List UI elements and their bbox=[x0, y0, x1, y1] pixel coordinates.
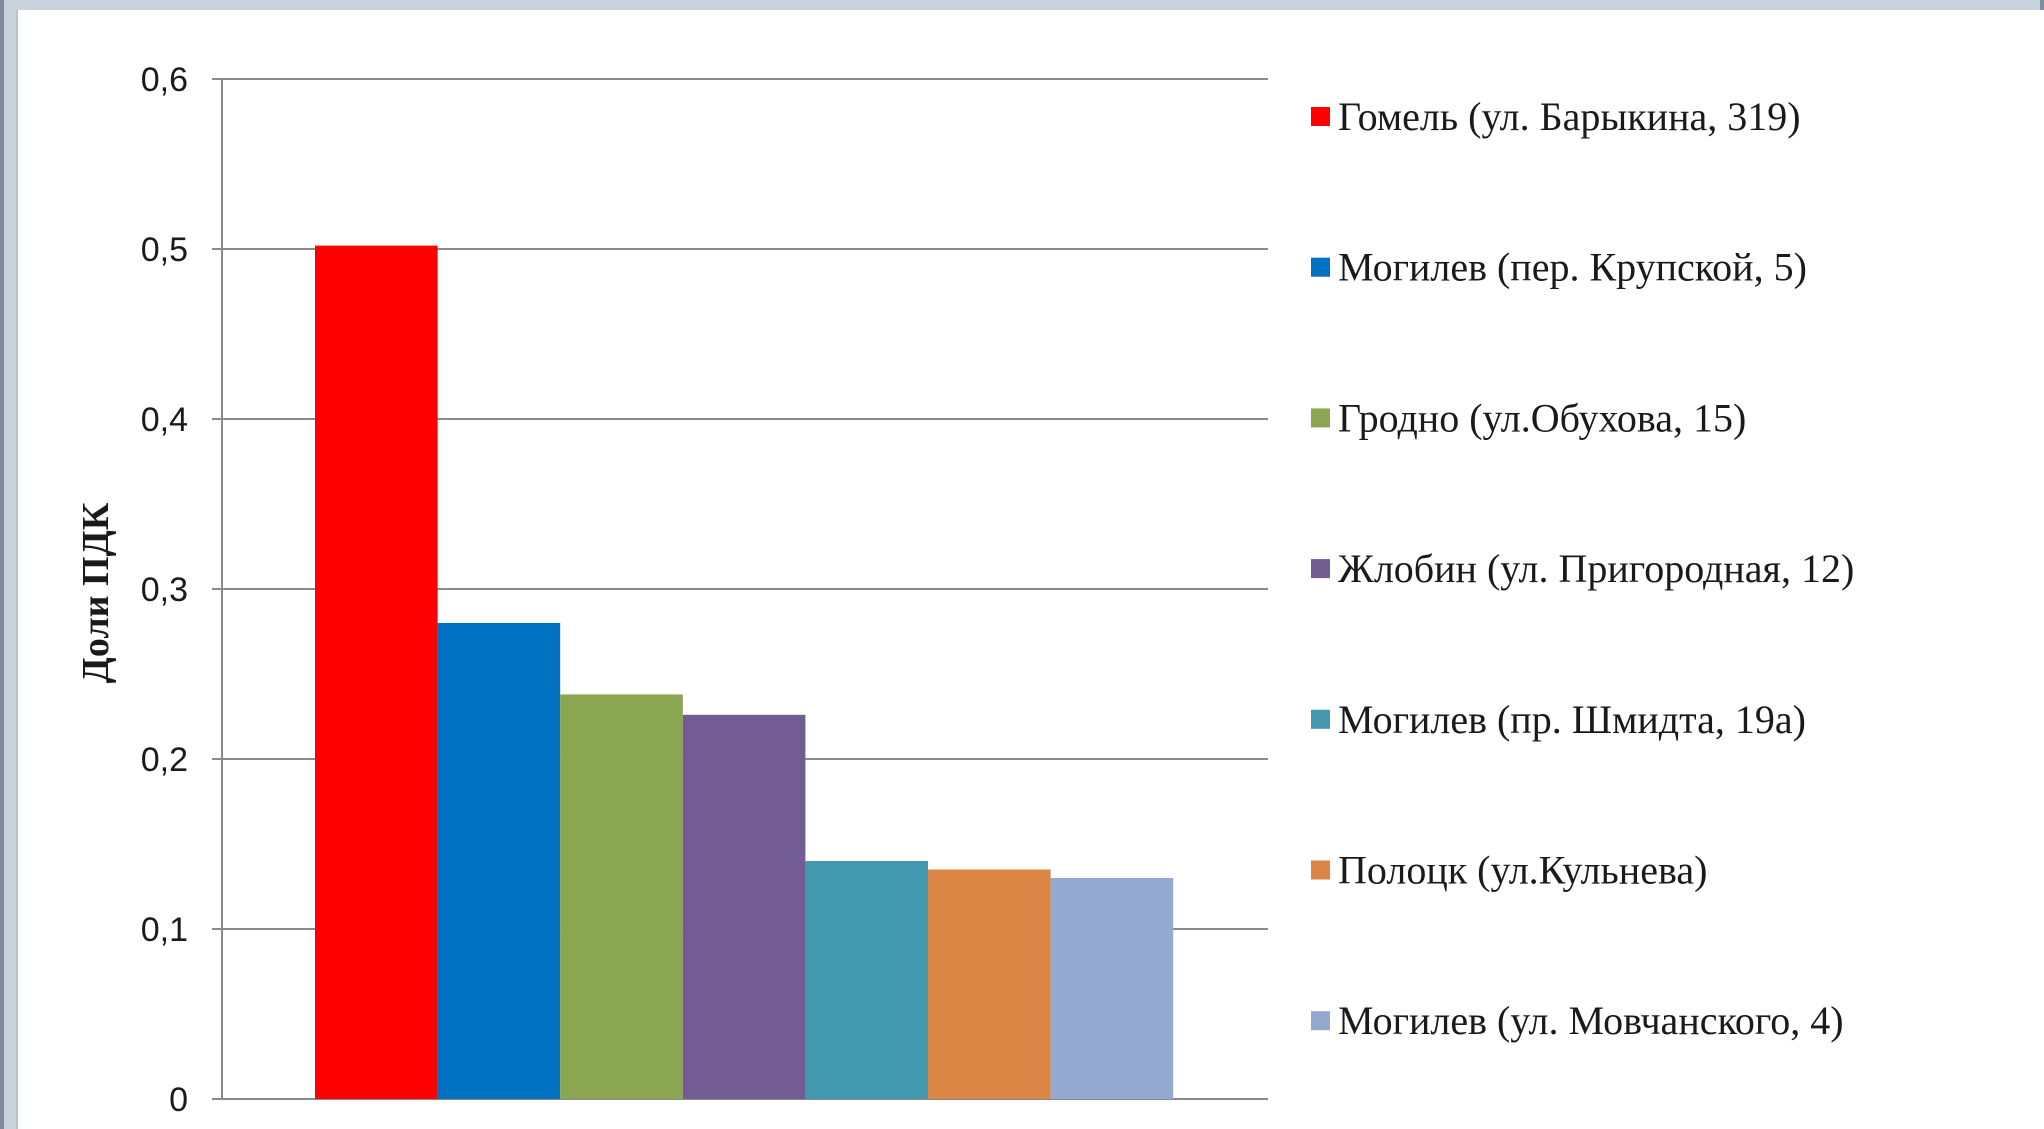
legend-label: Могилев (ул. Мовчанского, 4) bbox=[1338, 998, 1844, 1043]
legend-label: Гомель (ул. Барыкина, 319) bbox=[1338, 94, 1801, 139]
y-tick-label: 0,3 bbox=[141, 571, 188, 609]
y-tick-label: 0 bbox=[169, 1081, 188, 1119]
legend-label: Могилев (пр. Шмидта, 19а) bbox=[1338, 697, 1806, 742]
legend-swatch bbox=[1311, 1011, 1330, 1030]
bar bbox=[683, 715, 806, 1099]
y-tick-label: 0,6 bbox=[141, 61, 188, 99]
legend-label: Гродно (ул.Обухова, 15) bbox=[1338, 395, 1746, 440]
bar bbox=[805, 861, 928, 1099]
bar bbox=[438, 623, 561, 1099]
bar bbox=[560, 694, 683, 1099]
y-tick-label: 0,2 bbox=[141, 741, 188, 779]
y-tick-label: 0,5 bbox=[141, 231, 188, 269]
legend-swatch bbox=[1311, 258, 1330, 277]
legend-swatch bbox=[1311, 710, 1330, 729]
y-axis-ticks: 0 0,1 0,2 0,3 0,4 0,5 0,6 bbox=[141, 61, 188, 1119]
bars bbox=[315, 246, 1173, 1099]
y-tick-label: 0,4 bbox=[141, 401, 188, 439]
legend-swatch bbox=[1311, 559, 1330, 578]
legend-swatch bbox=[1311, 107, 1330, 126]
y-axis-title: Доли ПДК bbox=[75, 502, 117, 683]
legend-label: Могилев (пер. Крупской, 5) bbox=[1338, 245, 1807, 290]
bar bbox=[1051, 878, 1174, 1099]
legend-label: Полоцк (ул.Кульнева) bbox=[1338, 848, 1707, 893]
legend-swatch bbox=[1311, 861, 1330, 880]
bar bbox=[315, 246, 438, 1099]
legend-swatch bbox=[1311, 408, 1330, 427]
legend: Гомель (ул. Барыкина, 319) Могилев (пер. … bbox=[1311, 94, 1854, 1043]
y-tick-label: 0,1 bbox=[141, 911, 188, 949]
legend-label: Жлобин (ул. Пригородная, 12) bbox=[1338, 546, 1854, 591]
bar bbox=[928, 870, 1051, 1100]
